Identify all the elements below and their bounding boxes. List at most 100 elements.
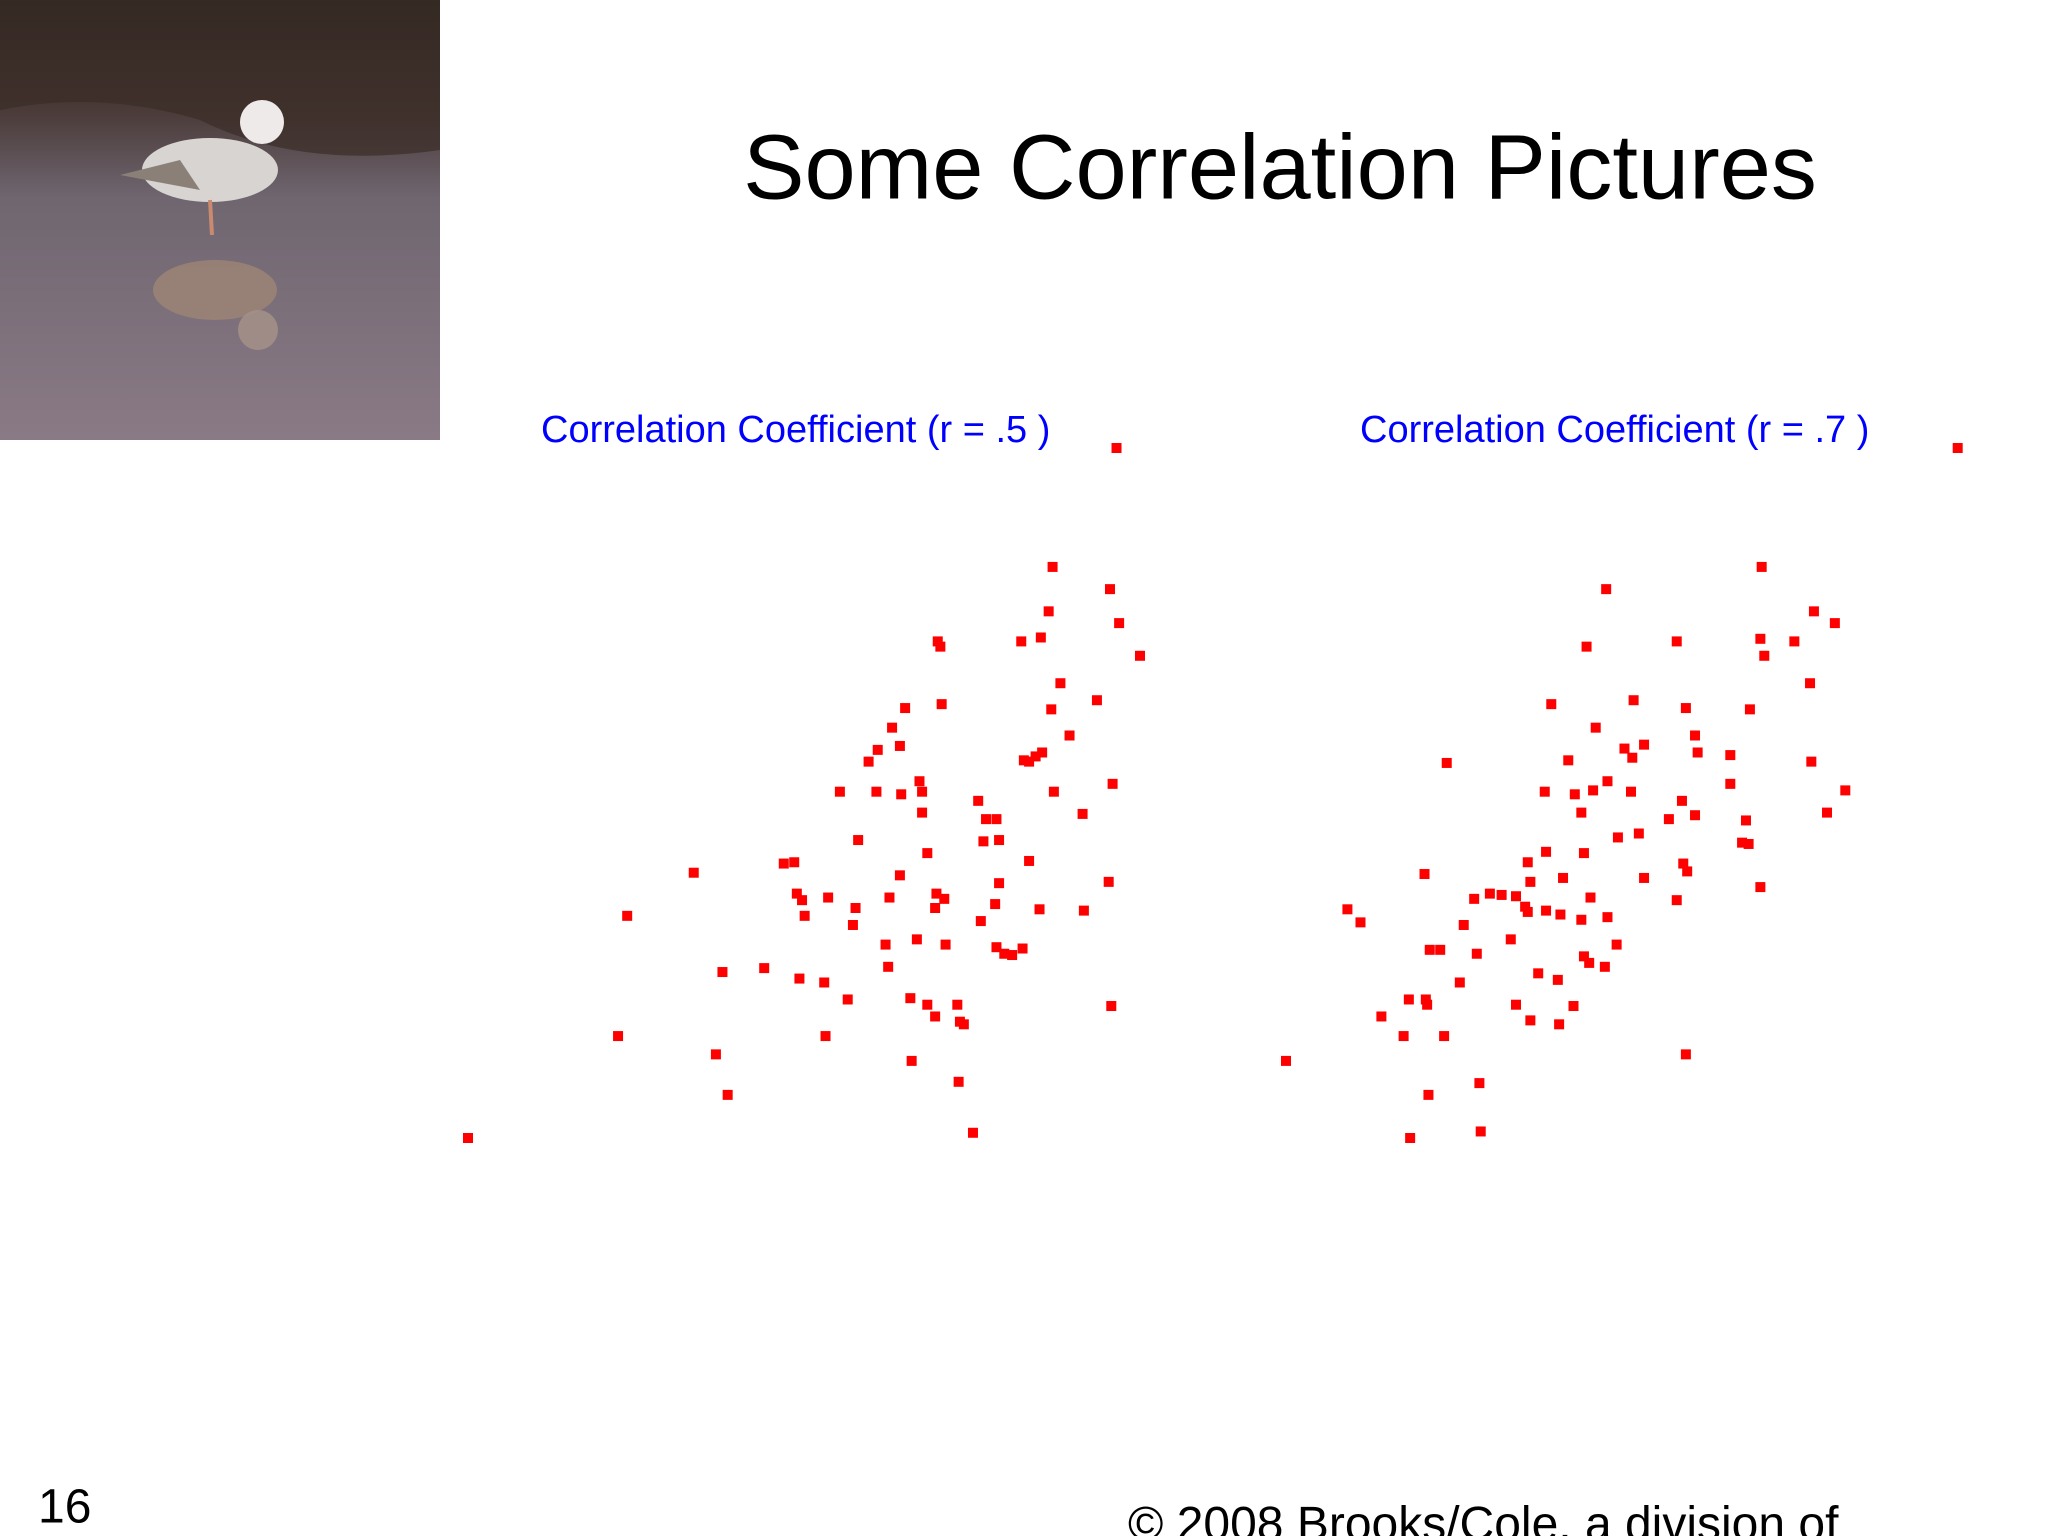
point — [1756, 561, 1767, 572]
point — [1035, 632, 1046, 643]
point — [759, 963, 770, 974]
point — [1114, 618, 1125, 629]
point — [1018, 755, 1029, 766]
point — [981, 814, 992, 825]
point — [1639, 739, 1650, 750]
point — [1403, 994, 1414, 1005]
point — [1505, 934, 1516, 945]
point — [1639, 872, 1650, 883]
point — [872, 744, 883, 755]
point — [1007, 950, 1018, 961]
point — [1725, 778, 1736, 789]
point — [834, 786, 845, 797]
point — [1024, 756, 1035, 767]
point — [1024, 855, 1035, 866]
point — [1680, 703, 1691, 714]
point — [871, 786, 882, 797]
point — [1043, 606, 1054, 617]
point — [1047, 561, 1058, 572]
point — [1030, 751, 1041, 762]
point — [1578, 848, 1589, 859]
point — [930, 1011, 941, 1022]
point — [778, 858, 789, 869]
point — [1584, 957, 1595, 968]
point — [1563, 755, 1574, 766]
point — [1037, 747, 1048, 758]
point — [917, 786, 928, 797]
point — [1808, 606, 1819, 617]
page-number: 16 — [38, 1481, 91, 1534]
point — [900, 703, 911, 714]
point — [1458, 919, 1469, 930]
point — [1611, 939, 1622, 950]
point — [1034, 904, 1045, 915]
point — [1682, 866, 1693, 877]
point — [1510, 891, 1521, 902]
point — [688, 867, 699, 878]
point — [1554, 1019, 1565, 1030]
point — [880, 939, 891, 950]
point — [1510, 999, 1521, 1010]
point — [1541, 905, 1552, 916]
point — [1581, 641, 1592, 652]
point — [991, 814, 1002, 825]
point — [1522, 906, 1533, 917]
point — [1091, 695, 1102, 706]
point — [1111, 443, 1122, 453]
point — [1471, 948, 1482, 959]
point — [1078, 905, 1089, 916]
point — [978, 836, 989, 847]
slide-title: Some Correlation Pictures — [743, 116, 1817, 218]
point — [1522, 857, 1533, 868]
point — [1725, 750, 1736, 761]
point — [1355, 917, 1366, 928]
point — [1612, 832, 1623, 843]
point — [823, 892, 834, 903]
point — [905, 993, 916, 1004]
point — [1952, 443, 1963, 453]
point — [1602, 776, 1613, 787]
point — [935, 641, 946, 652]
point — [1055, 678, 1066, 689]
point — [722, 1089, 733, 1100]
point — [863, 756, 874, 767]
point — [1690, 730, 1701, 741]
point — [906, 1055, 917, 1066]
point — [1555, 909, 1566, 920]
point — [717, 967, 728, 978]
point — [994, 835, 1005, 846]
point — [1103, 876, 1114, 887]
point — [613, 1031, 624, 1042]
point — [794, 973, 805, 984]
point — [1680, 1049, 1691, 1060]
point — [1628, 695, 1639, 706]
point — [1588, 785, 1599, 796]
point — [1663, 814, 1674, 825]
point — [850, 903, 861, 913]
point — [1678, 858, 1689, 869]
point — [1520, 901, 1531, 912]
point — [1525, 1015, 1536, 1026]
point — [922, 848, 933, 859]
point — [896, 789, 907, 800]
point — [1743, 838, 1754, 849]
point — [1441, 757, 1452, 768]
point — [994, 878, 1005, 889]
point — [1599, 961, 1610, 972]
point — [1474, 1078, 1485, 1089]
point — [1625, 786, 1636, 797]
point — [1576, 914, 1587, 925]
point — [1435, 944, 1446, 955]
point — [1805, 678, 1816, 689]
point — [819, 977, 830, 988]
point — [847, 919, 858, 930]
point — [1676, 795, 1687, 806]
point — [1064, 730, 1075, 741]
point — [883, 961, 894, 972]
point — [1744, 704, 1755, 715]
point — [1840, 785, 1851, 796]
point — [1496, 889, 1507, 900]
point — [1048, 786, 1059, 797]
